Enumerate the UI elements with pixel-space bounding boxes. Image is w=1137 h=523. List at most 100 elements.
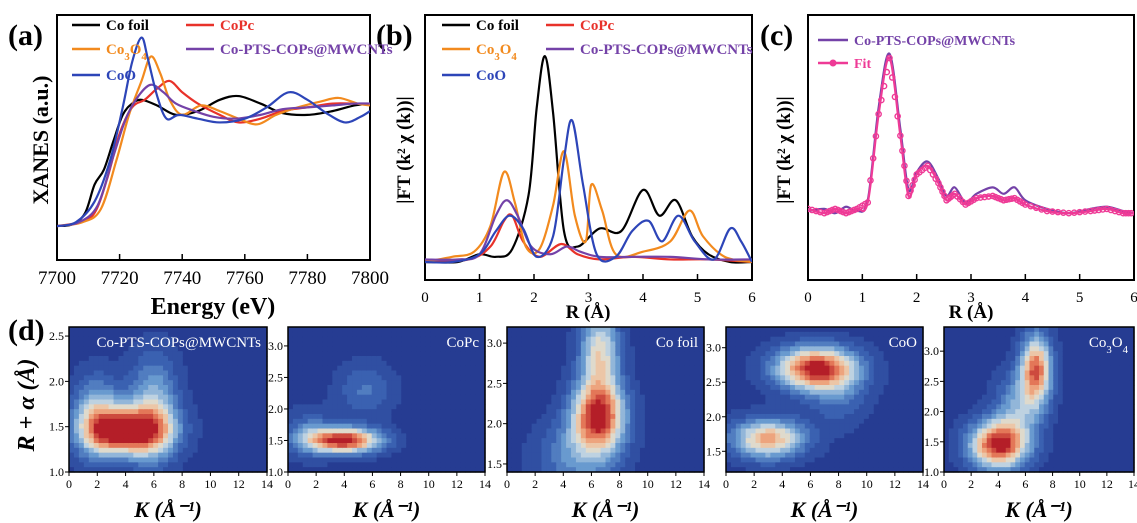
heatmap-cell [302, 356, 309, 362]
heatmap-cell [615, 360, 621, 367]
heatmap-cell [297, 409, 304, 415]
heatmap-cell [809, 327, 816, 333]
heatmap-cell [556, 394, 562, 401]
heatmap-cell [420, 423, 427, 430]
heatmap-cell [352, 375, 358, 381]
heatmap-cell [511, 336, 518, 343]
heatmap-cell [595, 404, 602, 410]
heatmap-cell [83, 336, 90, 343]
heatmap-cell [804, 399, 811, 405]
heatmap-cell [814, 423, 821, 430]
heatmap-cell [580, 438, 587, 444]
heatmap-cell [88, 418, 95, 425]
heatmap-cell [516, 399, 523, 405]
heatmap-cell [755, 360, 762, 367]
heatmap-cell [411, 356, 417, 362]
heatmap-cell [312, 346, 319, 352]
heatmap-cell [158, 389, 164, 396]
x-axis-label-d: K (Å⁻¹) [571, 497, 640, 522]
heatmap-cell [192, 414, 199, 420]
heatmap-cell [893, 414, 899, 420]
heatmap-cell [302, 331, 309, 338]
heatmap-cell [98, 414, 105, 420]
heatmap-cell [420, 385, 427, 391]
heatmap-cell [750, 452, 757, 459]
heatmap-cell [247, 394, 253, 401]
heatmap-cell [625, 346, 631, 352]
heatmap-cell [297, 438, 304, 444]
heatmap-cell [873, 370, 880, 376]
heatmap-cell [347, 438, 353, 444]
heatmap-cell [177, 409, 184, 415]
heatmap-cell [794, 380, 801, 386]
heatmap-cell [858, 404, 865, 410]
heatmap-cell [302, 399, 309, 405]
heatmap-cell [411, 409, 417, 415]
heatmap-cell [475, 385, 481, 391]
heatmap-cell [143, 370, 149, 376]
heatmap-cell [639, 409, 646, 415]
x-tick-label: 10 [204, 477, 216, 491]
heatmap-cell [182, 370, 189, 376]
heatmap-cell [516, 443, 523, 449]
heatmap-cell [809, 370, 816, 376]
heatmap-cell [659, 404, 666, 410]
heatmap-cell [829, 409, 835, 415]
heatmap-cell [247, 452, 253, 459]
heatmap-cell [113, 351, 120, 357]
heatmap-cell [143, 365, 149, 372]
heatmap-cell [590, 399, 597, 405]
heatmap-cell [829, 380, 835, 386]
heatmap-cell [455, 462, 461, 468]
legend-label: Co-PTS-COPs@MWCNTs [220, 42, 393, 58]
heatmap-cell [69, 375, 75, 381]
heatmap-cell [143, 443, 149, 449]
heatmap-cell [371, 399, 378, 405]
heatmap-cell [536, 457, 543, 463]
heatmap-cell [551, 341, 557, 347]
heatmap-cell [475, 327, 481, 333]
heatmap-cell [445, 428, 452, 434]
heatmap-cell [561, 414, 567, 420]
heatmap-cell [163, 380, 169, 386]
heatmap-cell [352, 370, 358, 376]
heatmap-cell [470, 365, 476, 372]
heatmap-cell [202, 351, 209, 357]
map-frame [506, 326, 705, 473]
heatmap-cell [148, 331, 154, 338]
heatmap-cell [217, 375, 224, 381]
heatmap-cell [684, 341, 690, 347]
heatmap-cell [868, 457, 875, 463]
heatmap-cell [366, 428, 373, 434]
heatmap-cell [381, 356, 388, 362]
heatmap-cell [684, 467, 690, 473]
heatmap-cell [435, 331, 442, 338]
heatmap-cell [376, 428, 383, 434]
heatmap-cell [133, 365, 139, 372]
heatmap-cell [684, 452, 690, 459]
heatmap-cell [659, 438, 666, 444]
heatmap-cell [799, 351, 806, 357]
heatmap-cell [386, 346, 393, 352]
heatmap-cell [128, 351, 134, 357]
heatmap-cell [118, 467, 125, 473]
heatmap-cell [327, 385, 333, 391]
heatmap-cell [416, 389, 422, 396]
heatmap-cell [863, 457, 870, 463]
heatmap-cell [750, 356, 757, 362]
heatmap-cell [814, 438, 821, 444]
heatmap-cell [580, 467, 587, 473]
heatmap-cell [366, 341, 373, 347]
heatmap-cell [69, 385, 75, 391]
heatmap-cell [172, 380, 179, 386]
heatmap-cell [755, 418, 762, 425]
heatmap-cell [332, 414, 338, 420]
heatmap-cell [868, 423, 875, 430]
heatmap-cell [804, 418, 811, 425]
heatmap-cell [118, 385, 125, 391]
heatmap-cell [814, 443, 821, 449]
heatmap-cell [73, 418, 80, 425]
heatmap-cell [809, 428, 816, 434]
heatmap-cell [561, 404, 567, 410]
heatmap-cell [526, 438, 533, 444]
